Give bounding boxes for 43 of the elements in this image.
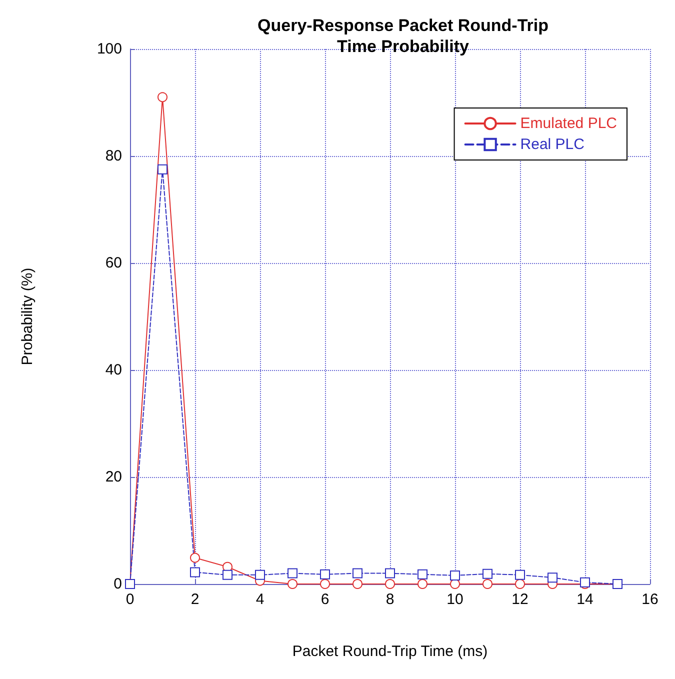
point — [288, 568, 298, 578]
x-tick-label: 14 — [576, 591, 594, 608]
point — [255, 570, 265, 580]
point — [548, 572, 558, 583]
y-tick-label: 100 — [96, 40, 122, 58]
chart-title: Query-Response Packet Round-Trip Time Probability — [258, 16, 548, 56]
x-tick-label: 8 — [386, 591, 394, 608]
point — [320, 579, 330, 589]
point — [482, 568, 492, 579]
y-tick-label: 60 — [105, 254, 122, 272]
x-tick-label: 2 — [190, 591, 200, 608]
y-tick-label: 80 — [105, 148, 122, 164]
point — [450, 579, 460, 589]
x-axis-title: Packet Round-Trip Time (ms) — [292, 643, 488, 660]
legend-label: Emulated PLC — [520, 115, 618, 132]
x-tick-label: 12 — [512, 591, 528, 608]
y-tick-label: 20 — [105, 468, 122, 486]
y-tick-label: 0 — [114, 576, 122, 592]
point — [352, 568, 362, 578]
point — [385, 579, 395, 589]
point — [418, 579, 428, 589]
point — [190, 552, 200, 563]
point — [515, 579, 525, 589]
point — [190, 567, 200, 578]
y-axis-title: Probability (%) — [19, 268, 36, 366]
point — [320, 569, 330, 580]
point — [482, 579, 492, 589]
point — [450, 570, 460, 580]
point — [222, 570, 232, 580]
point — [352, 579, 362, 589]
x-tick-label: 10 — [446, 591, 464, 608]
point — [515, 570, 525, 580]
y-tick-label: 40 — [105, 362, 122, 378]
x-tick-label: 6 — [320, 591, 330, 608]
x-tick-label: 0 — [126, 591, 134, 608]
point — [158, 164, 168, 174]
point — [288, 579, 298, 589]
x-tick-label: 4 — [256, 591, 264, 608]
point — [418, 569, 428, 580]
legend-label: Real PLC — [520, 136, 585, 153]
point — [158, 92, 168, 102]
point — [385, 568, 395, 578]
x-tick-label: 16 — [642, 591, 658, 608]
